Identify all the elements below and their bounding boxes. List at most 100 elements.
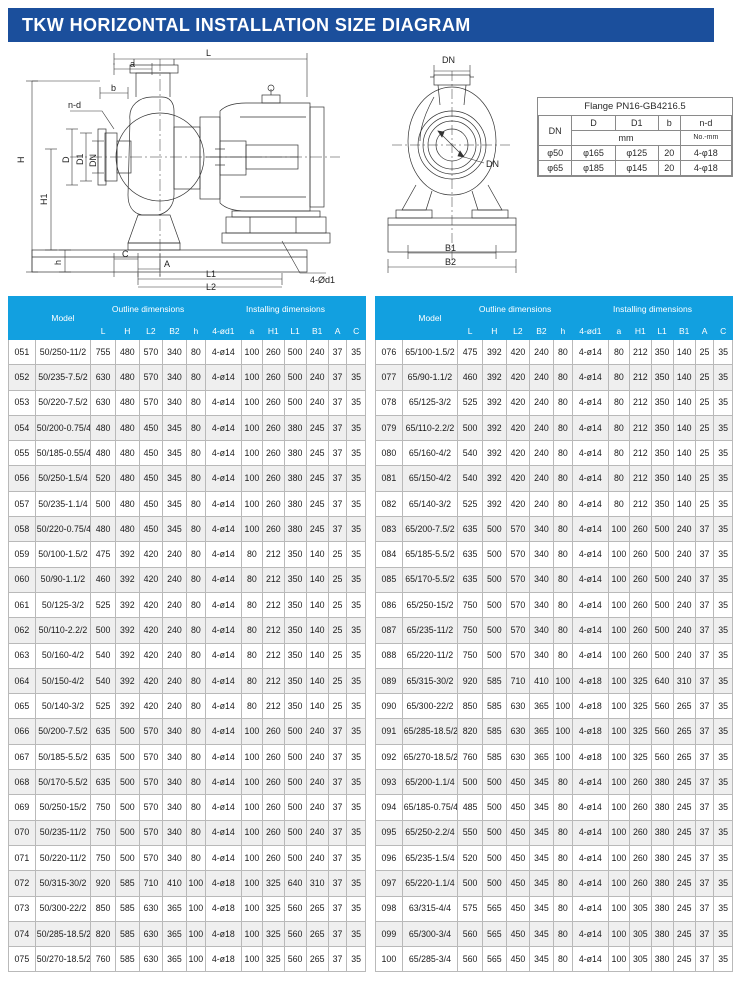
cell-L1: 500 [650, 541, 674, 568]
cell-a: 80 [607, 465, 631, 492]
cell-A: 25 [694, 440, 715, 467]
cell-4-od1: 4-ø18 [572, 743, 609, 771]
cell-H: 392 [482, 414, 507, 442]
cell-C: 35 [346, 591, 366, 619]
cell-h: 80 [552, 617, 574, 644]
cell-H: 500 [115, 844, 140, 872]
cell-h: 80 [185, 819, 207, 846]
cell-model: 50/185-0.55/4 [34, 440, 92, 467]
cell-4-od1: 4-ø18 [205, 870, 242, 897]
cell-L1: 350 [650, 338, 674, 366]
cell-index: 060 [8, 566, 36, 593]
cell-L1: 500 [283, 718, 307, 745]
cell-A: 25 [327, 693, 348, 720]
front-dim-label-DN-center: DN [486, 159, 499, 169]
cell-H1: 260 [629, 642, 652, 669]
cell-H1: 325 [629, 693, 652, 720]
cell-index: 092 [375, 743, 403, 771]
cell-H: 585 [482, 693, 507, 720]
cell-a: 80 [240, 566, 264, 593]
cell-a: 80 [240, 591, 264, 619]
cell-L2: 630 [505, 693, 531, 720]
col-header-H1: H1 [629, 322, 652, 340]
cell-model: 65/235-1.5/4 [401, 844, 459, 872]
cell-index: 068 [8, 769, 36, 796]
cell-index: 080 [375, 440, 403, 467]
cell-h: 80 [552, 895, 574, 922]
cell-h: 80 [185, 718, 207, 745]
cell-model: 50/200-0.75/4 [34, 414, 92, 442]
cell-B2: 410 [529, 667, 554, 695]
cell-L2: 450 [505, 794, 531, 821]
cell-index: 078 [375, 389, 403, 416]
cell-model: 65/250-2.2/4 [401, 819, 459, 846]
cell-H: 585 [115, 895, 140, 922]
cell-B1: 240 [672, 591, 696, 619]
cell-B2: 345 [162, 440, 187, 467]
cell-B2: 345 [529, 895, 554, 922]
cell-L: 635 [90, 769, 117, 796]
cell-H: 480 [115, 389, 140, 416]
cell-B2: 345 [529, 920, 554, 948]
cell-4-od1: 4-ø14 [572, 414, 609, 442]
cell-H1: 260 [629, 794, 652, 821]
cell-L1: 380 [650, 895, 674, 922]
cell-B1: 140 [672, 414, 696, 442]
cell-B2: 340 [162, 743, 187, 771]
cell-B1: 310 [305, 870, 329, 897]
cell-L2: 450 [505, 844, 531, 872]
cell-L2: 570 [138, 338, 164, 366]
table-row: 088 65/220-11/2 750 500 570 340 80 4-ø14 100 260 5… [375, 642, 733, 669]
spec-table-right-wrapper: Model Outline dimensions Installing dime… [375, 296, 733, 973]
cell-A: 37 [327, 794, 348, 821]
cell-4-od1: 4-ø14 [572, 338, 609, 366]
cell-model: 50/250-1.5/4 [34, 465, 92, 492]
outline-dimensions-group-header: Outline dimensions [457, 296, 573, 323]
cell-B1: 140 [305, 617, 329, 644]
cell-index: 052 [8, 364, 36, 391]
cell-A: 25 [327, 591, 348, 619]
cell-H: 392 [482, 389, 507, 416]
flange-col-D1: D1 [614, 115, 659, 131]
cell-H1: 260 [262, 844, 285, 872]
cell-B2: 340 [162, 769, 187, 796]
cell-L: 920 [90, 870, 117, 897]
cell-H: 392 [115, 642, 140, 669]
cell-model: 65/250-15/2 [401, 591, 459, 619]
table-row: 082 65/140-3/2 525 392 420 240 80 4-ø14 80 212 350… [375, 490, 733, 518]
cell-L1: 500 [650, 617, 674, 644]
cell-B1: 245 [672, 870, 696, 897]
dim-label-DN: DN [88, 154, 98, 167]
cell-4-od1: 4-ø14 [572, 591, 609, 619]
cell-C: 35 [346, 465, 366, 492]
cell-B1: 240 [305, 743, 329, 771]
cell-B2: 240 [162, 591, 187, 619]
cell-L2: 420 [505, 364, 531, 391]
cell-4-od1: 4-ø14 [205, 541, 242, 568]
cell-C: 35 [713, 490, 733, 518]
cell-H1: 260 [262, 389, 285, 416]
cell-B2: 240 [529, 465, 554, 492]
table-row: 059 50/100-1.5/2 475 392 420 240 80 4-ø14 80 212 3… [8, 541, 366, 568]
cell-H: 392 [115, 591, 140, 619]
cell-B1: 140 [672, 490, 696, 518]
cell-L1: 350 [283, 591, 307, 619]
col-header-L2: L2 [138, 322, 164, 340]
cell-L2: 420 [505, 389, 531, 416]
cell-4-od1: 4-ø14 [572, 389, 609, 416]
cell-A: 25 [694, 465, 715, 492]
cell-model: 65/170-5.5/2 [401, 566, 459, 593]
dim-label-L1: L1 [206, 269, 216, 279]
cell-L: 500 [90, 490, 117, 518]
cell-L1: 380 [650, 794, 674, 821]
cell-C: 35 [713, 667, 733, 695]
cell-L2: 630 [505, 718, 531, 745]
cell-model: 65/300-22/2 [401, 693, 459, 720]
cell-h: 80 [185, 617, 207, 644]
cell-B2: 340 [162, 718, 187, 745]
cell-H: 392 [115, 617, 140, 644]
cell-C: 35 [346, 769, 366, 796]
cell-index: 051 [8, 338, 36, 366]
cell-model: 65/200-7.5/2 [401, 516, 459, 543]
cell-model: 65/270-18.5/2 [401, 743, 459, 771]
